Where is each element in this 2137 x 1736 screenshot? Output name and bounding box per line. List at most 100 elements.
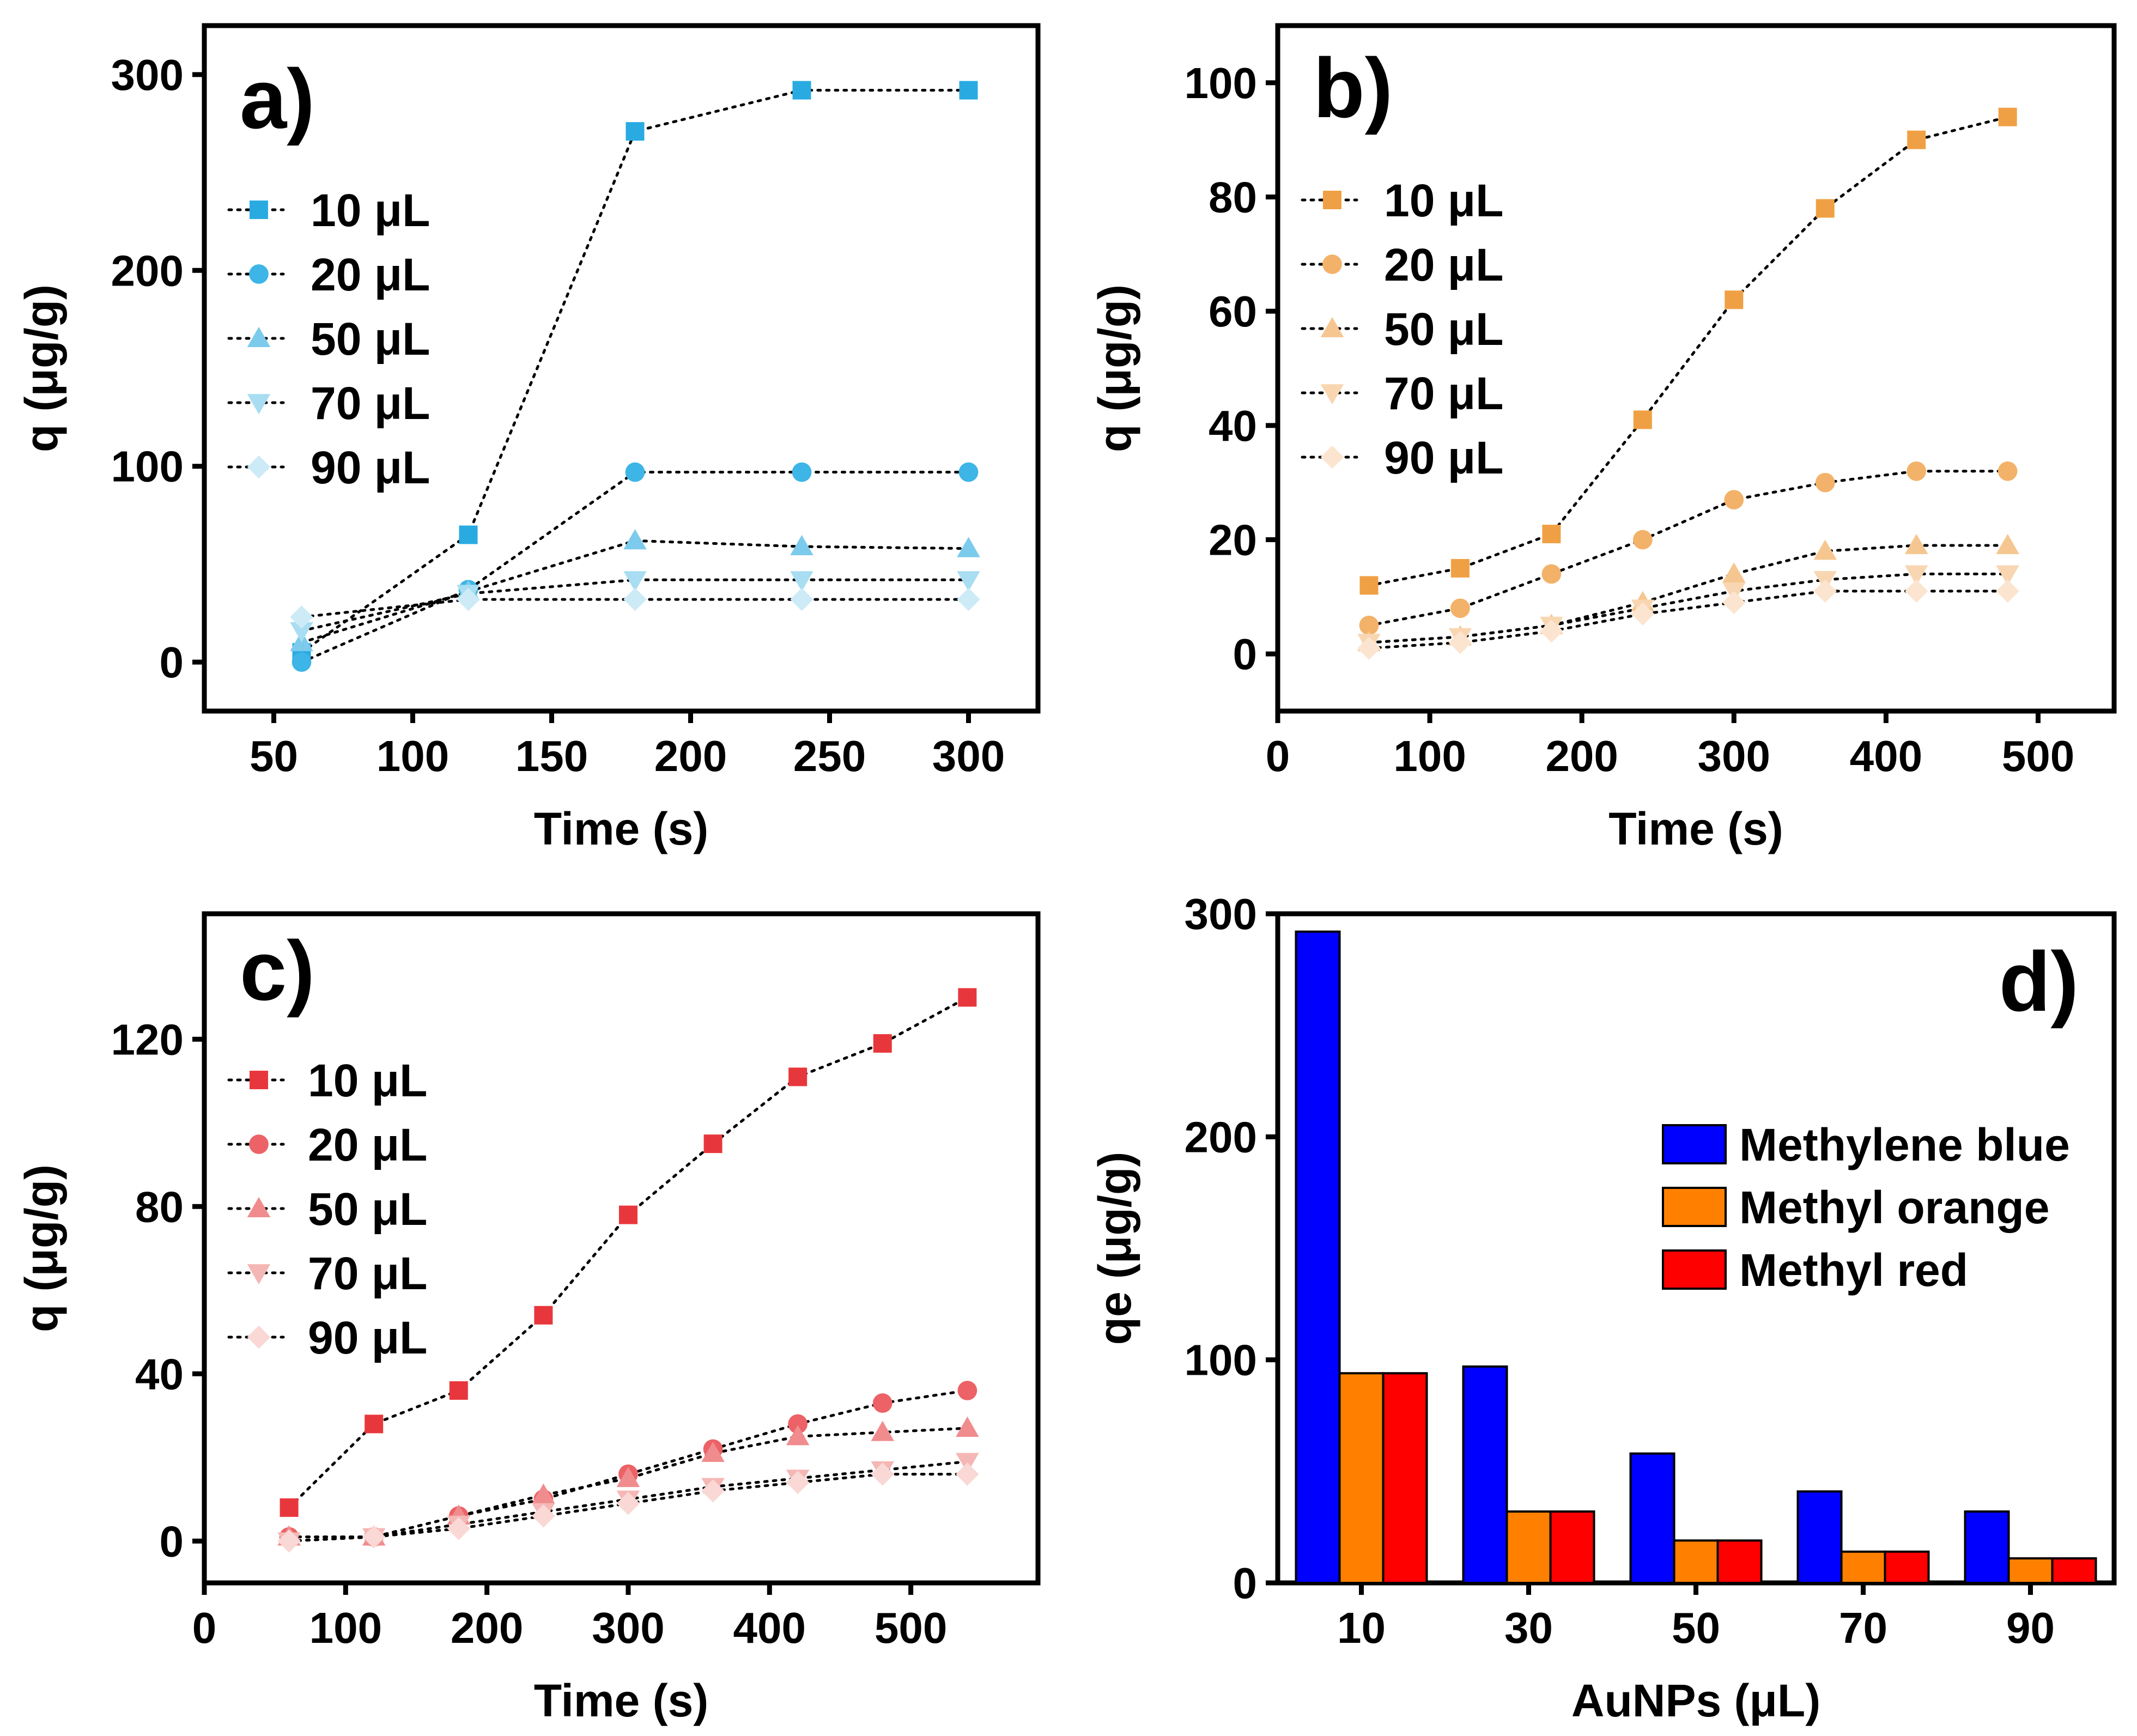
plot-area <box>277 988 979 1553</box>
panel-label: b) <box>1313 41 1393 135</box>
y-tick-label: 0 <box>160 638 184 687</box>
series-line-4 <box>1367 572 2009 644</box>
data-point <box>701 1441 725 1462</box>
legend: 10 μL 20 μL 50 μL 70 μL 90 μL <box>227 1055 427 1363</box>
data-point <box>1448 630 1472 654</box>
y-tick-label: 80 <box>135 1182 184 1231</box>
x-axis-title: AuNPs (μL) <box>1571 1675 1820 1726</box>
plot-area <box>1357 107 2019 660</box>
x-tick-label: 500 <box>2002 732 2074 780</box>
plot-frame <box>1275 23 2117 714</box>
data-point <box>277 1529 301 1553</box>
legend-label: 10 μL <box>311 185 430 236</box>
y-tick-label: 20 <box>1209 516 1257 564</box>
legend-label: 70 μL <box>308 1248 427 1299</box>
legend-label: 90 μL <box>308 1312 427 1363</box>
data-point <box>280 1498 299 1517</box>
legend-label: Methyl orange <box>1739 1182 2049 1233</box>
legend-marker <box>247 326 271 347</box>
data-point <box>1357 636 1381 660</box>
legend-marker <box>1320 445 1344 469</box>
bar <box>1338 1372 1385 1584</box>
bar <box>1549 1510 1595 1585</box>
legend-marker <box>249 264 269 284</box>
data-point <box>792 81 811 100</box>
y-axis-title: qe (μg/g) <box>1089 1152 1140 1345</box>
data-point <box>1816 199 1835 218</box>
panel-label: a) <box>240 52 315 146</box>
data-point <box>616 1466 640 1488</box>
panel-label: c) <box>240 924 315 1018</box>
chart-panel-2: 0 20 40 60 80 100 Time (s) q (μg/g) b) 0 100 200 300… <box>1089 23 2117 854</box>
data-point <box>959 81 978 100</box>
x-tick-label: 300 <box>932 732 1005 780</box>
data-point <box>626 122 645 141</box>
data-point <box>871 1421 894 1441</box>
legend-label: 20 μL <box>1384 239 1503 290</box>
data-point <box>1359 615 1379 635</box>
x-tick-label: 400 <box>733 1604 806 1652</box>
legend-label: 10 μL <box>1384 175 1503 226</box>
bar <box>1840 1550 1886 1585</box>
x-tick-label: 100 <box>1393 732 1466 780</box>
data-point <box>292 652 312 672</box>
bar <box>1964 1510 2010 1585</box>
data-point <box>788 1067 808 1086</box>
legend-marker <box>249 1134 269 1154</box>
legend-marker <box>250 201 268 219</box>
data-point <box>788 1414 808 1434</box>
data-point <box>1996 533 2019 554</box>
series-line-5 <box>1367 590 2009 650</box>
data-point <box>1450 598 1470 618</box>
legend-label: 90 μL <box>311 442 430 493</box>
legend-label: 70 μL <box>311 378 430 429</box>
data-point <box>290 605 313 629</box>
bar <box>2051 1557 2097 1585</box>
data-point <box>957 537 980 557</box>
data-point <box>957 571 980 592</box>
data-point <box>1359 576 1379 595</box>
x-axis-title: Time (s) <box>534 1675 709 1726</box>
data-point <box>1633 410 1652 429</box>
legend-marker <box>247 1325 271 1349</box>
plot-frame <box>202 911 1041 1586</box>
y-tick-label: 0 <box>1233 630 1258 678</box>
data-point <box>792 462 812 482</box>
y-tick-label: 40 <box>135 1350 184 1398</box>
bar <box>1796 1490 1843 1584</box>
legend-label: 20 μL <box>308 1119 427 1170</box>
data-point <box>1996 565 2019 586</box>
y-tick-label: 200 <box>1185 1113 1257 1161</box>
data-point <box>956 1416 979 1437</box>
data-point <box>1450 559 1470 578</box>
data-point <box>1631 602 1655 626</box>
data-point <box>957 587 980 611</box>
data-point <box>786 1471 810 1495</box>
series-line-4 <box>300 578 970 633</box>
x-tick-label: 150 <box>515 732 588 780</box>
bar <box>2007 1557 2054 1585</box>
x-tick-label: 50 <box>250 732 298 780</box>
data-point <box>459 525 478 544</box>
data-point <box>958 462 979 482</box>
x-tick-label: 70 <box>1839 1604 1887 1652</box>
data-point <box>1540 619 1563 643</box>
y-axis-title: q (μg/g) <box>16 1164 67 1332</box>
plot-area <box>290 81 980 672</box>
data-point <box>872 1393 893 1413</box>
data-point <box>1904 533 1928 554</box>
x-tick-label: 0 <box>192 1604 217 1652</box>
x-tick-label: 500 <box>875 1604 947 1652</box>
data-point <box>957 1381 978 1400</box>
data-point <box>618 1205 638 1224</box>
data-point <box>534 1306 553 1325</box>
x-tick-label: 200 <box>451 1604 523 1652</box>
x-tick-label: 10 <box>1337 1604 1386 1652</box>
data-point <box>1722 591 1746 615</box>
series-line-3 <box>288 1427 969 1539</box>
data-point <box>703 1134 723 1154</box>
y-axis-title: q (μg/g) <box>16 284 67 452</box>
y-tick-label: 40 <box>1209 402 1257 450</box>
series-line-2 <box>1367 470 2009 627</box>
